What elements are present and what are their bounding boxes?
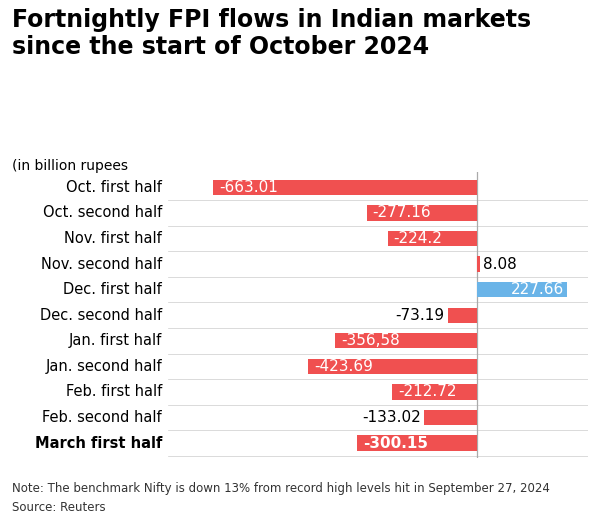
Text: -277.16: -277.16: [373, 205, 431, 220]
Bar: [335, 333, 476, 349]
Text: Jan. first half: Jan. first half: [69, 333, 162, 349]
Text: 227.66: 227.66: [511, 282, 564, 297]
Text: Nov. first half: Nov. first half: [64, 231, 162, 246]
Text: Fortnightly FPI flows in Indian markets
since the start of October 2024: Fortnightly FPI flows in Indian markets …: [12, 8, 531, 59]
Bar: [213, 180, 476, 195]
Bar: [308, 358, 476, 374]
Text: -356,58: -356,58: [341, 333, 400, 349]
Text: -423.69: -423.69: [314, 359, 373, 374]
Text: Oct. second half: Oct. second half: [43, 205, 162, 220]
Text: -73.19: -73.19: [395, 308, 445, 322]
Text: Feb. first half: Feb. first half: [66, 384, 162, 400]
Text: Feb. second half: Feb. second half: [43, 410, 162, 425]
Text: 8.08: 8.08: [483, 256, 517, 271]
Text: (in billion rupees: (in billion rupees: [12, 159, 128, 173]
Text: Dec. first half: Dec. first half: [63, 282, 162, 297]
Text: Jan. second half: Jan. second half: [46, 359, 162, 374]
Bar: [388, 231, 476, 246]
Bar: [448, 307, 476, 323]
Bar: [358, 436, 476, 451]
Bar: [367, 205, 476, 220]
Text: -300.15: -300.15: [364, 436, 428, 451]
Text: -133.02: -133.02: [362, 410, 421, 425]
Bar: [476, 256, 480, 272]
Text: -224.2: -224.2: [394, 231, 442, 246]
Text: -663.01: -663.01: [219, 180, 278, 195]
Bar: [476, 282, 567, 297]
Text: Dec. second half: Dec. second half: [40, 308, 162, 322]
Text: March first half: March first half: [35, 436, 162, 451]
Text: Nov. second half: Nov. second half: [41, 256, 162, 271]
Text: -212.72: -212.72: [398, 384, 457, 400]
Bar: [392, 384, 476, 400]
Text: Oct. first half: Oct. first half: [66, 180, 162, 195]
Text: Note: The benchmark Nifty is down 13% from record high levels hit in September 2: Note: The benchmark Nifty is down 13% fr…: [12, 482, 550, 495]
Text: Source: Reuters: Source: Reuters: [12, 501, 106, 514]
Bar: [424, 410, 476, 425]
